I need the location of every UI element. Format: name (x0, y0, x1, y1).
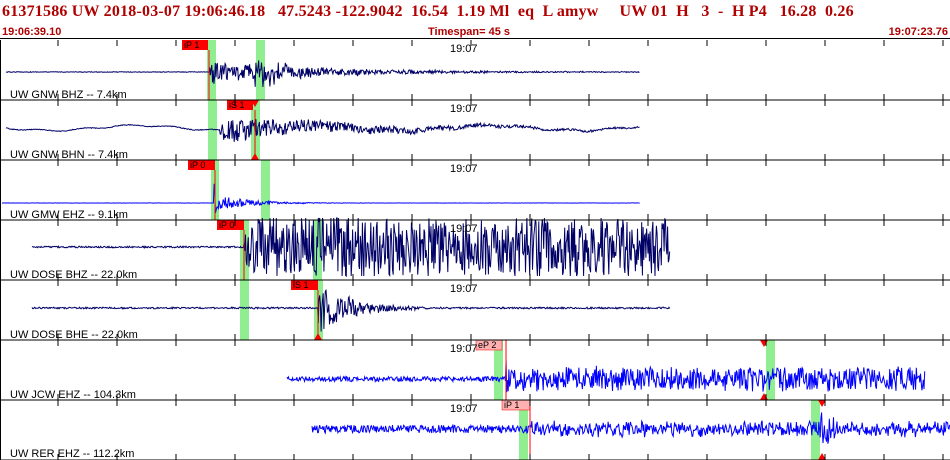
trace-panel[interactable]: iS 1 19:07 UW GNW BHN -- 7.4km (5, 100, 640, 161)
pick-window (313, 220, 322, 280)
pick-label: iP 0 (190, 160, 205, 170)
time-marker: 19:07 (450, 283, 478, 295)
pick-window (494, 340, 503, 400)
pick-marker-top (818, 400, 826, 407)
waveform (1, 183, 640, 214)
pick-label: iP 1 (184, 40, 199, 50)
pick-flag[interactable] (182, 40, 208, 50)
pick-flag[interactable] (217, 220, 244, 230)
pick-label: iS 1 (229, 100, 245, 110)
pick-label: eP 2 (478, 340, 496, 350)
time-grid (0, 40, 950, 460)
timespan: Timespan= 45 s (428, 26, 511, 38)
channel-label: UW DOSE BHE -- 22.0km (10, 329, 138, 341)
event-title: 61371586 UW 2018-03-07 19:06:46.18 47.52… (2, 3, 854, 20)
trace-panel[interactable]: iP 0 19:07 UW GMW EHZ -- 9.1km (1, 160, 640, 221)
pick-marker-bottom (314, 333, 322, 340)
pick-marker-bottom (251, 153, 259, 160)
channel-label: UW DOSE BHZ -- 22.0km (10, 269, 137, 281)
event-header: 61371586 UW 2018-03-07 19:06:46.18 47.52… (0, 0, 950, 40)
waveform (5, 60, 640, 88)
pick-flag[interactable] (188, 160, 215, 170)
pick-window (240, 280, 249, 340)
time-marker: 19:07 (450, 163, 478, 175)
end-time: 19:07:23.76 (888, 26, 948, 38)
pick-window (208, 100, 217, 160)
pick-label: iP 1 (504, 400, 519, 410)
waveform (286, 360, 926, 393)
waveform (5, 118, 640, 142)
trace-panel[interactable]: eP 2 19:07 UW JCW EHZ -- 104.3km (10, 339, 926, 401)
header-divider (0, 38, 950, 39)
pick-window (766, 340, 775, 400)
waveform (311, 412, 950, 444)
channel-label: UW GNW BHN -- 7.4km (10, 149, 128, 161)
pick-window (519, 400, 528, 460)
pick-label: iS 1 (293, 280, 309, 290)
pick-marker-top (251, 100, 259, 107)
time-marker: 19:07 (450, 43, 478, 55)
channel-label: UW GNW BHZ -- 7.4km (10, 89, 127, 101)
pick-marker-bottom (818, 453, 826, 460)
trace-panel[interactable]: iP 1 19:07 UW RER EHZ -- 112.2km (10, 399, 950, 460)
channel-label: UW GMW EHZ -- 9.1km (10, 209, 128, 221)
pick-window (261, 160, 270, 220)
start-time: 19:06:39.10 (2, 26, 62, 38)
trace-panel[interactable]: iP 1 19:07 UW GNW BHZ -- 7.4km (5, 40, 640, 101)
pick-label: iP 0 (219, 220, 234, 230)
trace-panel[interactable]: iS 1 19:07 UW DOSE BHE -- 22.0km (10, 280, 671, 341)
trace-panel[interactable]: iP 0 19:07 UW DOSE BHZ -- 22.0km (10, 217, 671, 281)
channel-label: UW RER EHZ -- 112.2km (10, 448, 134, 460)
time-marker: 19:07 (450, 343, 478, 355)
waveform (31, 217, 671, 278)
channel-label: UW JCW EHZ -- 104.3km (10, 389, 136, 401)
time-marker: 19:07 (450, 103, 478, 115)
time-marker: 19:07 (450, 403, 478, 415)
waveform (31, 288, 671, 332)
pick-flag[interactable] (291, 280, 318, 290)
time-marker: 19:07 (450, 223, 478, 235)
pick-flag[interactable] (227, 100, 253, 110)
